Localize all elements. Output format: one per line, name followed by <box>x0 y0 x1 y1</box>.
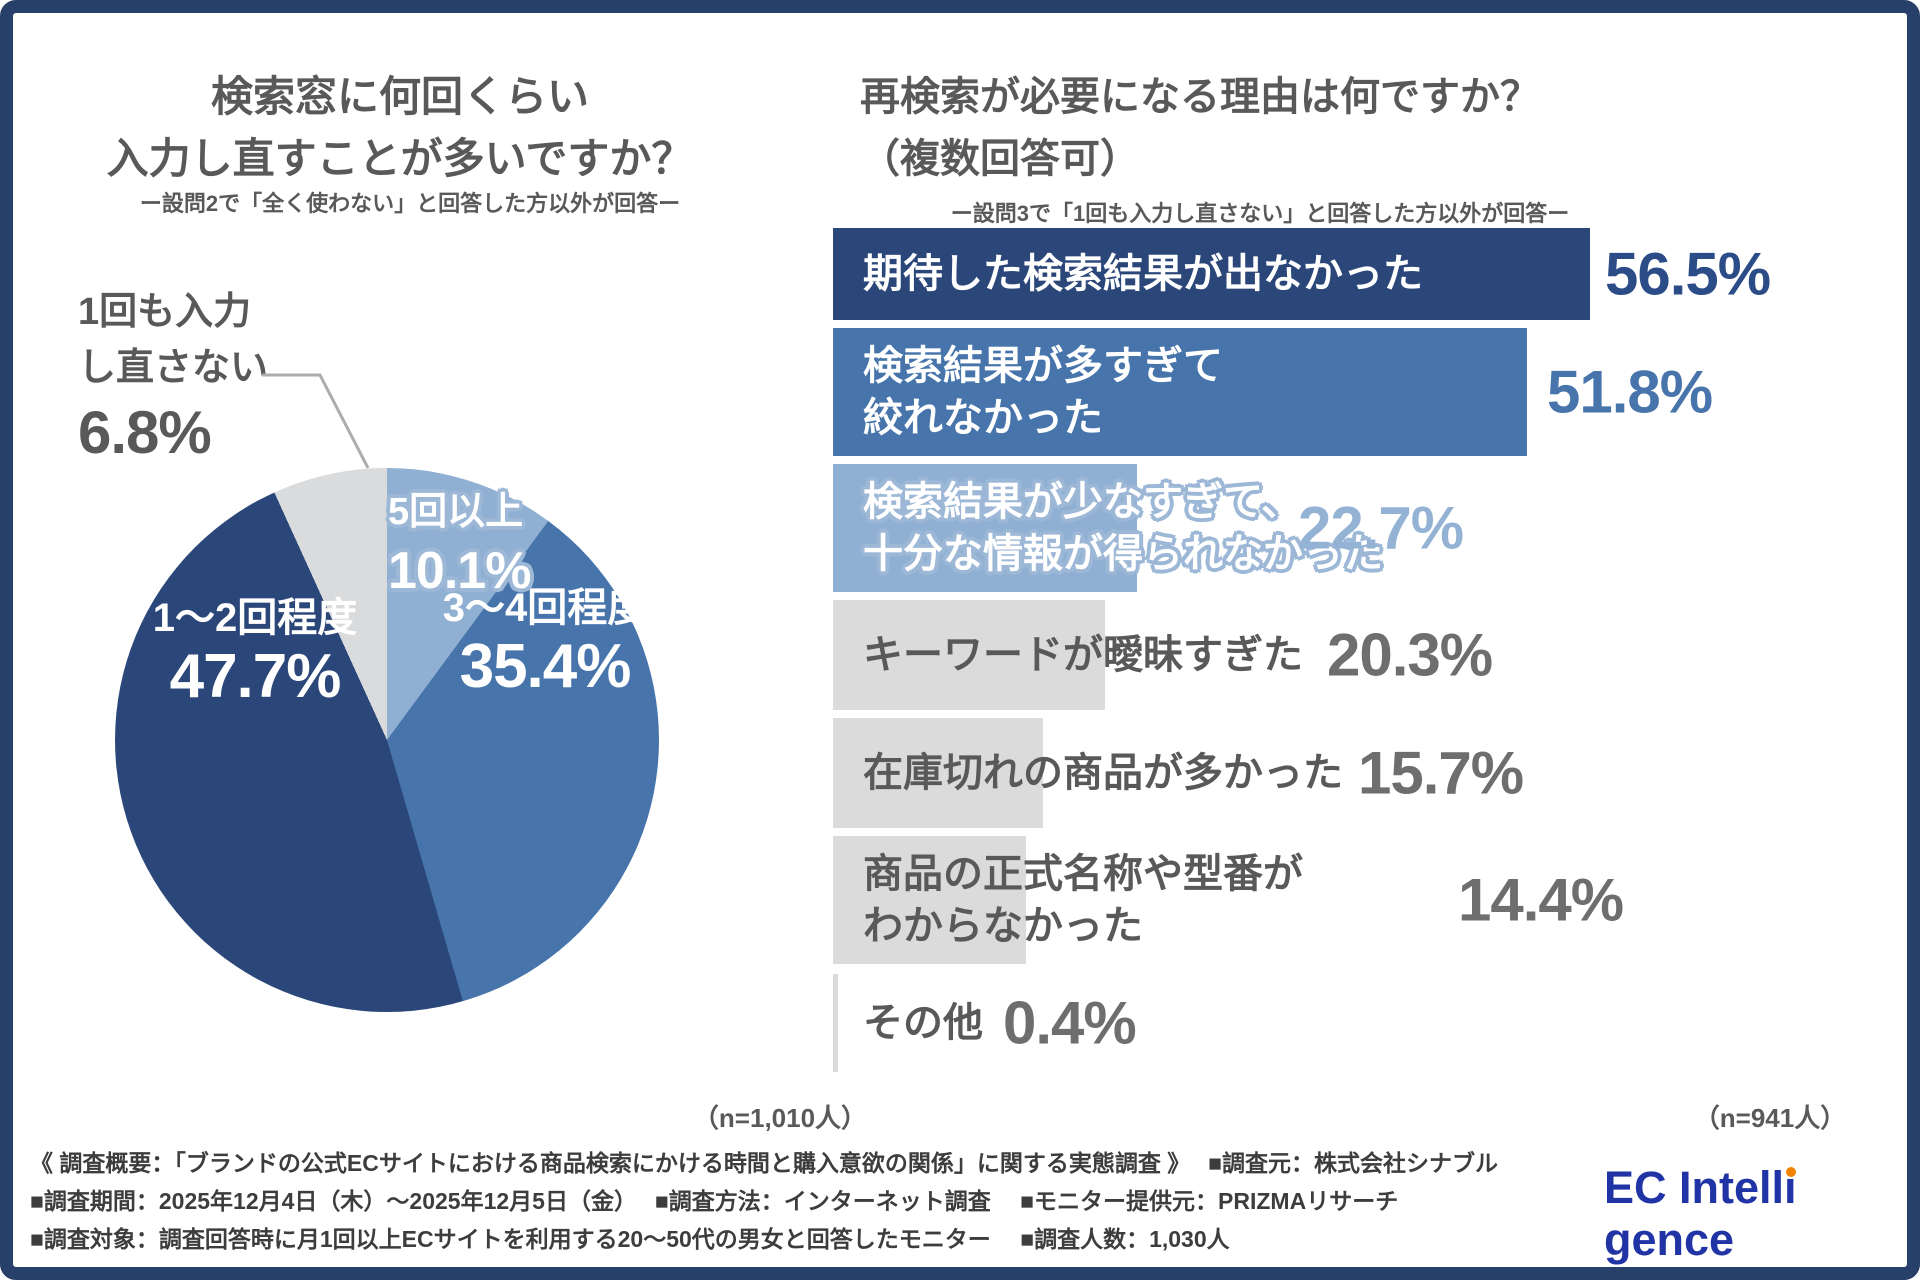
bar-label: キーワードが曖昧すぎた <box>863 600 1303 710</box>
bar-label-line1: 商品の正式名称や型番が <box>863 852 1303 896</box>
logo-text-post: gence <box>1604 1214 1735 1265</box>
slice-value: 10.1% <box>388 542 531 600</box>
bar-label-line2: わからなかった <box>863 904 1143 948</box>
bar-value: 0.4% <box>1003 989 1137 1057</box>
slice-value: 6.8% <box>78 399 212 466</box>
bar <box>833 228 1591 320</box>
slice-label: 1〜2回程度 <box>152 596 358 640</box>
pie-slice-label-none: 1回も入力 し直さない 6.8% <box>78 284 268 470</box>
bar-label-line2: 絞れなかった <box>863 396 1103 440</box>
bar-label: 検索結果が少なすぎて、 十分な情報が得られなかった <box>863 464 1383 592</box>
bar-label-line1: 検索結果が多すぎて <box>863 344 1223 388</box>
bar-label-line1: キーワードが曖昧すぎた <box>863 633 1303 677</box>
slice-value: 47.7% <box>169 642 342 711</box>
bar <box>833 464 1138 592</box>
bar-label-line2: 十分な情報が得られなかった <box>863 532 1383 576</box>
survey-note-line2: ■調査期間：2025年12月4日（木）〜2025年12月5日（金） ■調査方法：… <box>30 1188 1399 1214</box>
pie-slice-label-1-2times: 1〜2回程度 47.7% <box>130 592 380 710</box>
left-sample-size: （n=1,010人） <box>692 1103 868 1133</box>
slice-label-line2: し直さない <box>78 347 269 389</box>
right-panel-title: 再検索が必要になる理由は何ですか？ （複数回答可） <box>860 66 1540 190</box>
survey-notes: 《 調査概要：「ブランドの公式ECサイトにおける商品検索にかける時間と購入意欲の… <box>30 1144 1498 1258</box>
bar-row-vague-keyword: キーワードが曖昧すぎた 20.3% <box>833 600 1913 710</box>
leader-line <box>262 373 370 469</box>
pie-slice-label-5plus: 5回以上 10.1% <box>388 486 648 604</box>
pie-chart <box>115 468 659 1012</box>
survey-note-line1: 《 調査概要：「ブランドの公式ECサイトにおける商品検索にかける時間と購入意欲の… <box>30 1150 1499 1176</box>
bar-label: その他 <box>863 974 983 1072</box>
bar-row-too-many-results: 検索結果が多すぎて 絞れなかった 51.8% <box>833 328 1913 456</box>
bar-value: 22.7% <box>1298 494 1464 562</box>
bar-value: 56.5% <box>1605 240 1771 308</box>
right-panel-subtitle: ー設問3で「1回も入力し直さない」と回答した方以外が回答ー <box>950 201 1570 226</box>
bar-label: 商品の正式名称や型番が わからなかった <box>863 836 1303 964</box>
bar-label: 検索結果が多すぎて 絞れなかった <box>863 328 1223 456</box>
slice-label: 5回以上 <box>388 491 524 533</box>
bar-value: 51.8% <box>1547 358 1713 426</box>
right-sample-size: （n=941人） <box>1693 1103 1847 1133</box>
bar-value: 20.3% <box>1327 621 1493 689</box>
slice-label: 3〜4回程度 <box>442 586 648 630</box>
logo-orange-dot-i: ı <box>1784 1162 1797 1213</box>
bar-row-expected-results: 期待した検索結果が出なかった 56.5% <box>833 228 1913 320</box>
bar-row-out-of-stock: 在庫切れの商品が多かった 15.7% <box>833 718 1913 828</box>
bar-label-line1: その他 <box>863 1001 983 1045</box>
bar <box>833 974 839 1072</box>
survey-note-line3: ■調査対象：調査回答時に月1回以上ECサイトを利用する20〜50代の男女と回答し… <box>30 1226 1230 1252</box>
left-panel-title: 検索窓に何回くらい 入力し直すことが多いですか？ <box>0 66 800 190</box>
bar-label-line1: 期待した検索結果が出なかった <box>863 252 1423 296</box>
bar-label: 在庫切れの商品が多かった <box>863 718 1343 828</box>
bar <box>833 836 1026 964</box>
slice-label-line1: 1回も入力 <box>78 291 252 333</box>
right-title-line2: （複数回答可） <box>860 137 1140 181</box>
pie-slice-label-3-4times: 3〜4回程度 35.4% <box>425 582 665 700</box>
bar <box>833 600 1106 710</box>
bar <box>833 328 1528 456</box>
bar-row-too-few-results: 検索結果が少なすぎて、 十分な情報が得られなかった 22.7% <box>833 464 1913 592</box>
bar-label: 期待した検索結果が出なかった <box>863 228 1423 320</box>
right-title-line1: 再検索が必要になる理由は何ですか？ <box>860 75 1540 119</box>
left-panel-subtitle: ー設問2で「全く使わない」と回答した方以外が回答ー <box>139 191 681 216</box>
logo-text-pre: EC Intell <box>1604 1162 1785 1213</box>
bar-row-other: その他 0.4% <box>833 974 1913 1072</box>
bar <box>833 718 1044 828</box>
bar-label-line1: 在庫切れの商品が多かった <box>863 751 1343 795</box>
bar-row-unknown-product-name: 商品の正式名称や型番が わからなかった 14.4% <box>833 836 1913 964</box>
slice-value: 35.4% <box>459 632 632 701</box>
bar-label-line1: 検索結果が少なすぎて、 <box>863 480 1301 524</box>
bar-value: 14.4% <box>1458 866 1624 934</box>
bar-value: 15.7% <box>1358 739 1524 807</box>
ec-intelligence-logo: EC Intellıgence <box>1604 1162 1920 1266</box>
left-title-line2: 入力し直すことが多いですか？ <box>106 135 694 182</box>
left-title-line1: 検索窓に何回くらい <box>210 73 589 120</box>
